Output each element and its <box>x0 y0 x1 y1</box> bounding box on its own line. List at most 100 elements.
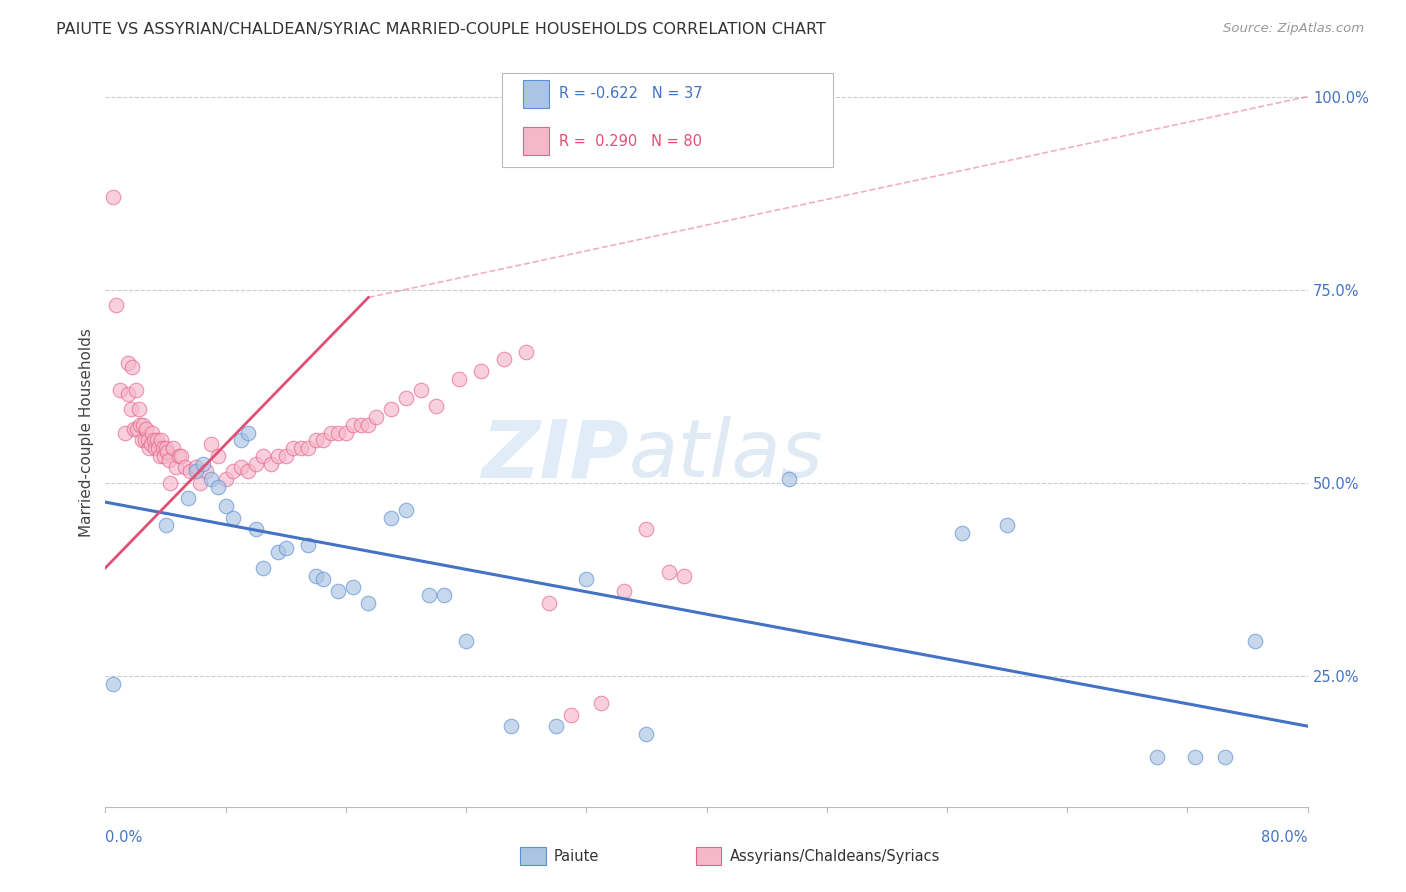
Point <box>380 402 402 417</box>
Point <box>121 359 143 374</box>
Point <box>395 391 418 405</box>
Point <box>156 445 179 459</box>
Point <box>418 588 440 602</box>
Point <box>101 190 124 204</box>
Point <box>1244 634 1267 648</box>
Point <box>150 434 173 448</box>
Point <box>260 457 283 471</box>
Point <box>380 510 402 524</box>
Point <box>179 464 201 478</box>
FancyBboxPatch shape <box>523 79 548 108</box>
Point <box>357 417 380 432</box>
Point <box>432 588 454 602</box>
Text: R = -0.622   N = 37: R = -0.622 N = 37 <box>558 87 702 102</box>
Point <box>1213 750 1236 764</box>
Point <box>995 518 1018 533</box>
Point <box>207 480 229 494</box>
Point <box>425 399 447 413</box>
Point <box>167 449 190 463</box>
Point <box>184 460 207 475</box>
Point <box>128 402 150 417</box>
Point <box>117 387 139 401</box>
Point <box>312 434 335 448</box>
Point <box>101 676 124 690</box>
Point <box>141 425 163 440</box>
Point <box>174 460 197 475</box>
Point <box>501 719 523 733</box>
Point <box>319 425 342 440</box>
Text: 0.0%: 0.0% <box>105 830 142 845</box>
Point <box>1184 750 1206 764</box>
Point <box>195 464 218 478</box>
Point <box>274 541 297 556</box>
Point <box>152 441 174 455</box>
Point <box>169 449 191 463</box>
Text: Paiute: Paiute <box>554 849 599 863</box>
Point <box>214 472 236 486</box>
FancyBboxPatch shape <box>523 127 548 155</box>
Point <box>357 596 380 610</box>
Point <box>134 434 156 448</box>
Point <box>342 417 364 432</box>
Point <box>267 545 290 559</box>
Point <box>342 580 364 594</box>
Point <box>120 402 142 417</box>
Point <box>658 565 681 579</box>
Point <box>222 464 245 478</box>
Point <box>177 491 200 506</box>
Point <box>114 425 136 440</box>
Point <box>238 425 260 440</box>
Y-axis label: Married-couple Households: Married-couple Households <box>79 328 94 537</box>
Point <box>155 441 177 455</box>
Point <box>136 434 159 448</box>
Point <box>267 449 290 463</box>
Point <box>162 441 184 455</box>
Text: Assyrians/Chaldeans/Syriacs: Assyrians/Chaldeans/Syriacs <box>730 849 941 863</box>
Point <box>188 475 211 490</box>
Point <box>312 573 335 587</box>
Point <box>155 518 177 533</box>
Point <box>184 464 207 478</box>
Point <box>290 441 312 455</box>
Text: R =  0.290   N = 80: R = 0.290 N = 80 <box>558 134 702 149</box>
Point <box>305 434 328 448</box>
Point <box>229 434 252 448</box>
Point <box>515 344 537 359</box>
Point <box>470 364 492 378</box>
Text: atlas: atlas <box>628 416 823 494</box>
Point <box>447 371 470 385</box>
Point <box>214 499 236 513</box>
Point <box>139 437 162 451</box>
Point <box>560 707 582 722</box>
Point <box>252 449 274 463</box>
Point <box>409 383 432 397</box>
Point <box>125 422 148 436</box>
Point <box>135 422 157 436</box>
Point <box>537 596 560 610</box>
Point <box>153 449 176 463</box>
Point <box>117 356 139 370</box>
Point <box>200 472 222 486</box>
Point <box>297 441 319 455</box>
Text: 80.0%: 80.0% <box>1261 830 1308 845</box>
Point <box>245 457 267 471</box>
Point <box>350 417 373 432</box>
Point <box>335 425 357 440</box>
Point <box>138 441 160 455</box>
Point <box>143 441 166 455</box>
Point <box>146 441 169 455</box>
Point <box>636 727 658 741</box>
Point <box>200 437 222 451</box>
Point <box>950 526 973 541</box>
Point <box>395 503 418 517</box>
Point <box>229 460 252 475</box>
Point <box>145 434 167 448</box>
Point <box>207 449 229 463</box>
Point <box>124 383 146 397</box>
Point <box>328 584 350 599</box>
Point <box>222 510 245 524</box>
Point <box>104 298 127 312</box>
Text: PAIUTE VS ASSYRIAN/CHALDEAN/SYRIAC MARRIED-COUPLE HOUSEHOLDS CORRELATION CHART: PAIUTE VS ASSYRIAN/CHALDEAN/SYRIAC MARRI… <box>56 22 827 37</box>
FancyBboxPatch shape <box>502 73 832 167</box>
Point <box>492 352 515 367</box>
